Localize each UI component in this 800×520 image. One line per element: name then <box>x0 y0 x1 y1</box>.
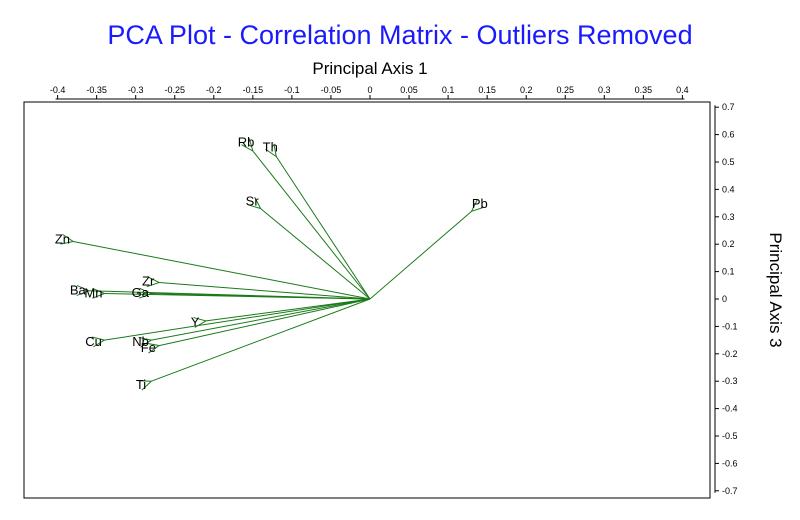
vector-nb <box>151 299 370 340</box>
y-tick-label: 0.4 <box>722 184 735 194</box>
x-tick-label: 0.1 <box>442 85 455 95</box>
x-axis-ticks: -0.4 -0.35 -0.3 -0.25 -0.2 -0.15 -0.1 -0.05 0 0.0… <box>50 85 689 99</box>
x-tick-label: 0.4 <box>676 85 689 95</box>
x-tick-label: 0.15 <box>478 85 496 95</box>
vector-label-y: Y <box>191 314 200 329</box>
x-tick-label: -0.4 <box>50 85 66 95</box>
loading-vectors: RbThSrPbZnZrBaMnGaYCuNbFeTi <box>55 134 488 392</box>
vector-label-cu: Cu <box>85 334 102 349</box>
vector-th <box>276 157 370 299</box>
vector-label-rb: Rb <box>238 134 255 149</box>
vector-label-ti: Ti <box>136 377 146 392</box>
x-tick-label: -0.2 <box>206 85 222 95</box>
vector-zn <box>73 241 370 299</box>
vector-label-th: Th <box>263 139 278 154</box>
vector-pb <box>370 211 472 299</box>
y-tick-label: 0 <box>722 294 727 304</box>
x-tick-label: -0.25 <box>164 85 185 95</box>
x-tick-label: 0.2 <box>520 85 533 95</box>
y-tick-label: -0.2 <box>722 349 738 359</box>
y-tick-label: 0.2 <box>722 239 735 249</box>
y-tick-label: -0.7 <box>722 486 738 496</box>
x-tick-label: -0.35 <box>86 85 107 95</box>
vector-sr <box>261 209 370 299</box>
x-tick-label: -0.3 <box>128 85 144 95</box>
vector-label-zn: Zn <box>55 231 70 246</box>
x-tick-label: -0.05 <box>321 85 342 95</box>
y-tick-label: 0.3 <box>722 212 735 222</box>
x-tick-label: 0 <box>367 85 372 95</box>
vector-label-pb: Pb <box>472 196 488 211</box>
x-tick-label: -0.15 <box>243 85 264 95</box>
x-tick-label: 0.3 <box>598 85 611 95</box>
vector-label-sr: Sr <box>246 194 260 209</box>
y-tick-label: -0.6 <box>722 458 738 468</box>
y-tick-label: 0.6 <box>722 130 735 140</box>
y-tick-label: -0.4 <box>722 404 738 414</box>
y-axis-ticks: 0.7 0.6 0.5 0.4 0.3 0.2 0.1 0 -0.1 -0.2 -0.3 -0.4 -0… <box>715 102 738 496</box>
x-tick-label: 0.35 <box>635 85 653 95</box>
y-tick-label: 0.7 <box>722 102 735 112</box>
vector-label-mn: Mn <box>84 285 102 300</box>
x-tick-label: 0.05 <box>400 85 418 95</box>
vector-label-fe: Fe <box>141 340 156 355</box>
x-tick-label: -0.1 <box>284 85 300 95</box>
y-tick-label: -0.5 <box>722 431 738 441</box>
vector-label-ga: Ga <box>132 285 150 300</box>
x-tick-label: 0.25 <box>556 85 574 95</box>
y-tick-label: 0.1 <box>722 267 735 277</box>
y-tick-label: 0.5 <box>722 157 735 167</box>
vector-y <box>206 299 370 321</box>
y-tick-label: -0.3 <box>722 376 738 386</box>
y-tick-label: -0.1 <box>722 321 738 331</box>
vector-rb <box>253 151 370 299</box>
